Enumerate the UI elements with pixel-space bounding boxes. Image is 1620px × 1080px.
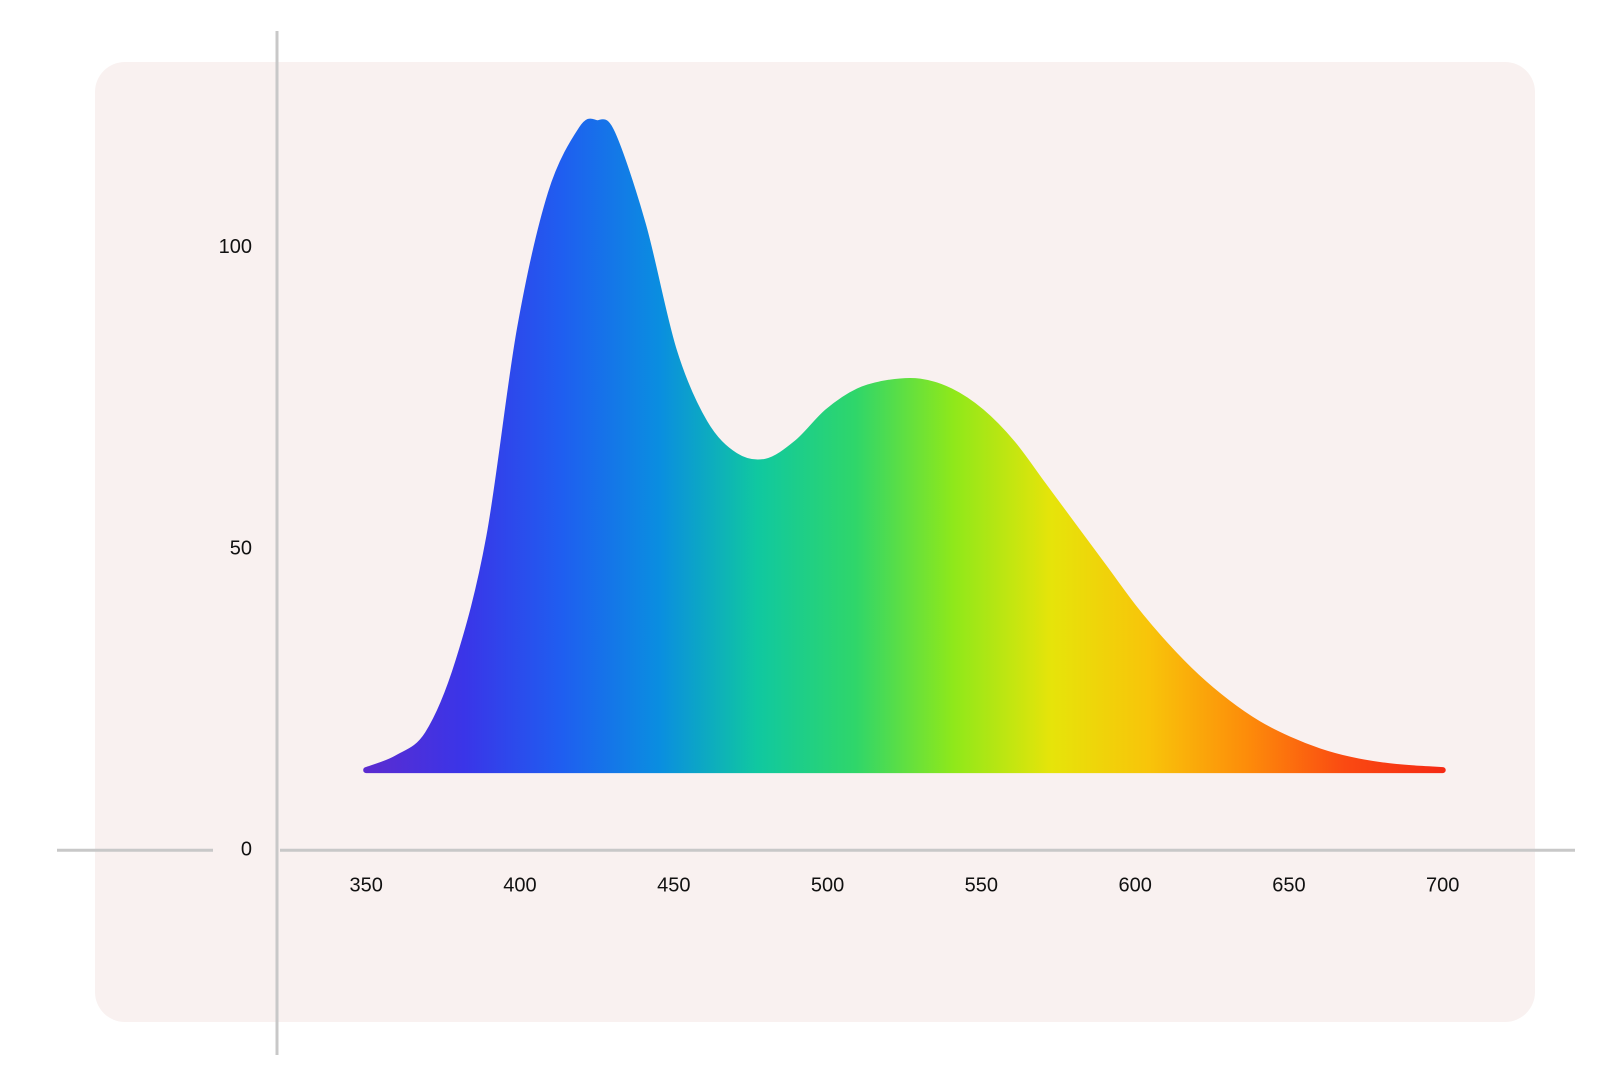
x-tick-label: 600: [1118, 874, 1151, 896]
y-tick-label: 0: [241, 838, 252, 860]
y-tick-label: 50: [230, 537, 252, 559]
x-tick-label: 450: [657, 874, 690, 896]
x-tick-label: 550: [965, 874, 998, 896]
x-tick-label: 350: [350, 874, 383, 896]
x-tick-label: 500: [811, 874, 844, 896]
spectrum-area: [363, 118, 1446, 774]
x-tick-label: 650: [1272, 874, 1305, 896]
x-tick-label: 400: [503, 874, 536, 896]
x-tick-label: 700: [1426, 874, 1459, 896]
y-tick-label: 100: [219, 236, 252, 258]
